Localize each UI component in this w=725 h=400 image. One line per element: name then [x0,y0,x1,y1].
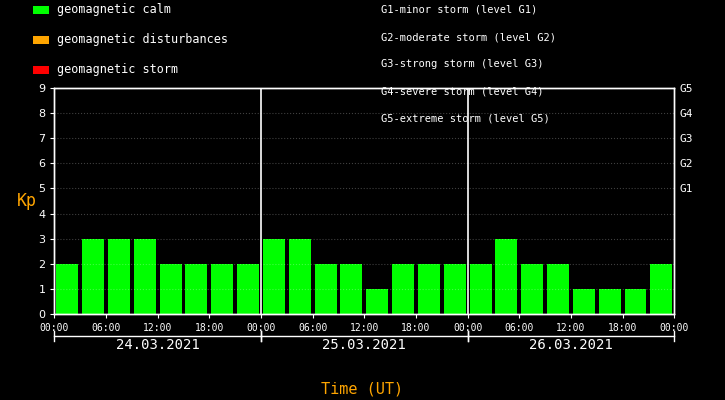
Bar [470,264,492,314]
Bar [521,264,543,314]
Text: G4-severe storm (level G4): G4-severe storm (level G4) [381,87,543,97]
Bar [289,239,311,314]
Bar [211,264,233,314]
Text: G2-moderate storm (level G2): G2-moderate storm (level G2) [381,32,555,42]
Text: geomagnetic disturbances: geomagnetic disturbances [57,34,228,46]
Bar [495,239,518,314]
Text: geomagnetic storm: geomagnetic storm [57,64,178,76]
Text: G3-strong storm (level G3): G3-strong storm (level G3) [381,60,543,70]
Y-axis label: Kp: Kp [17,192,37,210]
Bar [237,264,259,314]
Text: 25.03.2021: 25.03.2021 [323,338,406,352]
Bar [366,289,388,314]
Bar [624,289,647,314]
Bar [650,264,672,314]
Text: 24.03.2021: 24.03.2021 [116,338,199,352]
Bar [108,239,130,314]
Bar [418,264,440,314]
Bar [573,289,594,314]
Bar [186,264,207,314]
Bar [263,239,285,314]
Text: 26.03.2021: 26.03.2021 [529,338,613,352]
Text: geomagnetic calm: geomagnetic calm [57,4,171,16]
Text: Time (UT): Time (UT) [321,381,404,396]
Bar [57,264,78,314]
Bar [547,264,569,314]
Text: G1-minor storm (level G1): G1-minor storm (level G1) [381,5,537,15]
Text: G5-extreme storm (level G5): G5-extreme storm (level G5) [381,114,550,124]
Bar [444,264,465,314]
Bar [134,239,156,314]
Bar [160,264,181,314]
Bar [82,239,104,314]
Bar [599,289,621,314]
Bar [315,264,336,314]
Bar [392,264,414,314]
Bar [341,264,362,314]
